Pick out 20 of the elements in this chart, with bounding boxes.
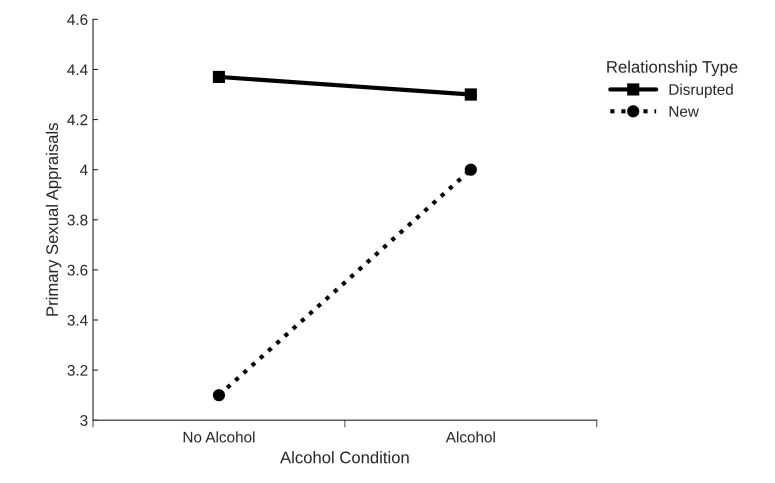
x-tick-label: Alcohol — [446, 431, 495, 443]
x-tick-label: No Alcohol — [184, 431, 254, 443]
y-tick-label: 3 — [80, 415, 88, 426]
point — [212, 70, 226, 84]
y-tick-label: 4 — [80, 164, 88, 176]
legend-label: Disrupted — [670, 84, 733, 98]
point — [464, 164, 477, 176]
y-tick-label: 4.2 — [67, 114, 88, 126]
point — [212, 389, 226, 402]
y-tick-label: 3.6 — [67, 264, 88, 276]
y-tick-label: 3.4 — [67, 314, 88, 326]
x-axis-title: Alcohol Condition — [280, 451, 409, 464]
y-tick-label: 4.6 — [67, 14, 88, 26]
y-tick-label: 3.8 — [67, 214, 88, 226]
legend-label: New — [670, 106, 699, 117]
legend-title: Relationship Type — [607, 60, 738, 76]
point — [464, 88, 477, 101]
y-axis-title: Primary Sexual Appraisals — [46, 123, 62, 316]
y-tick-label: 3.2 — [67, 364, 88, 376]
y-tick-label: 4.4 — [67, 64, 88, 75]
